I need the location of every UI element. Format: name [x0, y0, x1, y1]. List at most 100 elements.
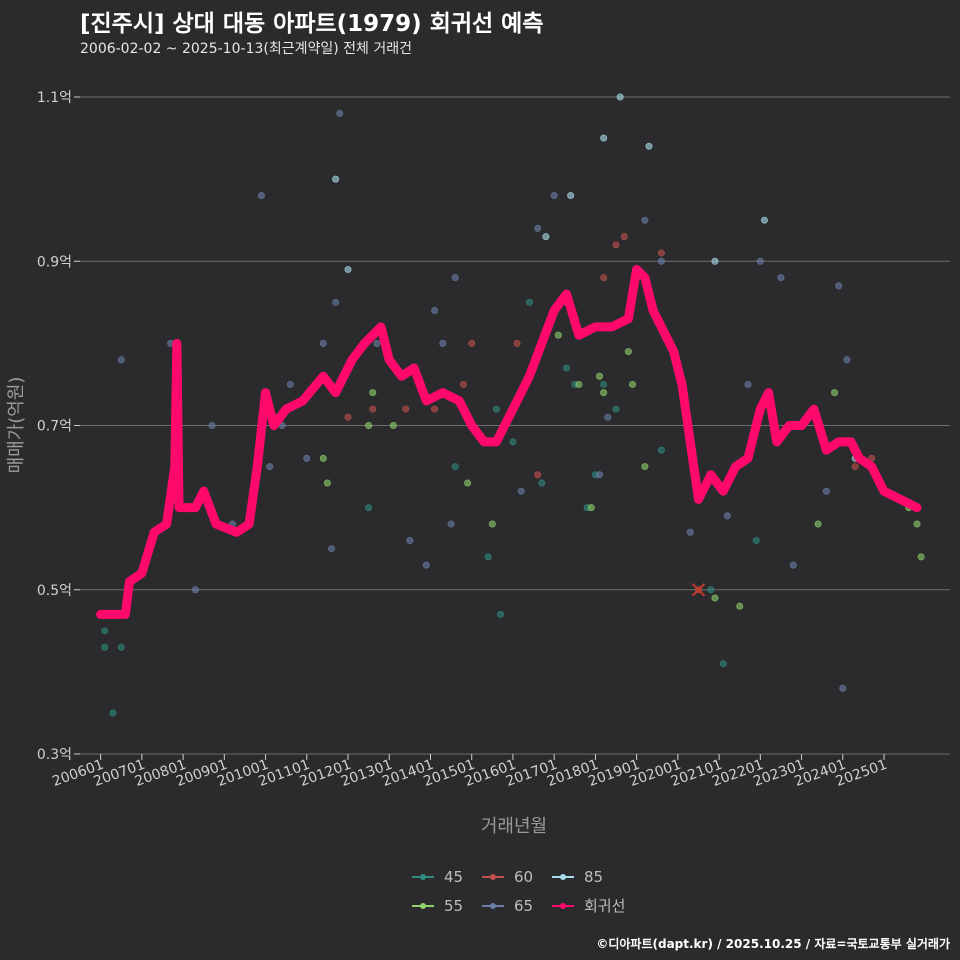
legend-swatch-dot	[490, 874, 496, 880]
chart-subtitle: 2006-02-02 ~ 2025-10-13(최근계약일) 전체 거래건	[80, 41, 412, 57]
data-point-65	[336, 109, 344, 117]
data-point-60	[620, 233, 628, 241]
data-point-65	[431, 307, 439, 315]
data-point-65	[191, 586, 199, 594]
data-point-55	[323, 479, 331, 487]
data-point-65	[303, 454, 311, 462]
x-axis-label: 거래년월	[481, 816, 547, 837]
data-point-60	[612, 241, 620, 249]
legend-swatch-dot	[490, 903, 496, 909]
data-point-65	[843, 356, 851, 364]
data-point-60	[600, 274, 608, 282]
legend-label: 85	[584, 868, 603, 886]
data-point-65	[835, 282, 843, 290]
data-point-55	[814, 520, 822, 528]
data-point-55	[488, 520, 496, 528]
y-tick-label: 0.5억	[37, 583, 72, 599]
data-point-85	[344, 265, 352, 273]
legend-item-85: 85	[552, 868, 603, 886]
legend-swatch-dot	[560, 903, 566, 909]
data-point-65	[686, 528, 694, 536]
x-marker-stroke	[691, 583, 706, 597]
y-tick-label: 0.9억	[37, 254, 72, 270]
data-point-45	[492, 405, 500, 413]
footer-credit: ©디아파트(dapt.kr) / 2025.10.25 / 자료=국토교통부 실…	[596, 937, 950, 951]
data-point-45	[365, 504, 373, 512]
grid-lines	[80, 96, 950, 755]
data-point-65	[439, 339, 447, 347]
data-point-60	[459, 380, 467, 388]
legend-item-45: 45	[412, 868, 463, 886]
y-tick-label: 1.1억	[37, 90, 72, 106]
data-point-65	[422, 561, 430, 569]
data-point-45	[509, 438, 517, 446]
data-point-55	[389, 421, 397, 429]
data-point-65	[657, 257, 665, 265]
data-point-65	[789, 561, 797, 569]
data-point-45	[101, 627, 109, 635]
data-point-60	[534, 471, 542, 479]
legend-swatch-dot	[420, 903, 426, 909]
data-point-45	[538, 479, 546, 487]
data-point-65	[604, 413, 612, 421]
legend-item-55: 55	[412, 897, 463, 915]
legend-label: 60	[514, 868, 533, 886]
data-point-55	[554, 331, 562, 339]
data-point-65	[744, 380, 752, 388]
data-point-45	[117, 643, 125, 651]
data-point-65	[777, 274, 785, 282]
legend-item-60: 60	[482, 868, 533, 886]
data-point-85	[600, 134, 608, 142]
data-point-45	[451, 463, 459, 471]
data-point-85	[760, 216, 768, 224]
data-point-55	[365, 421, 373, 429]
data-point-65	[208, 421, 216, 429]
data-point-45	[752, 536, 760, 544]
legend-item-65: 65	[482, 897, 533, 915]
data-point-45	[612, 405, 620, 413]
data-point-55	[641, 463, 649, 471]
data-point-55	[831, 389, 839, 397]
data-point-65	[332, 298, 340, 306]
data-point-65	[534, 224, 542, 232]
data-point-65	[451, 274, 459, 282]
data-point-65	[596, 471, 604, 479]
regression-line	[96, 265, 922, 619]
data-point-65	[328, 545, 336, 553]
data-point-65	[723, 512, 731, 520]
data-point-60	[468, 339, 476, 347]
y-axis-label: 매매가(억원)	[6, 377, 27, 474]
data-point-65	[641, 216, 649, 224]
data-point-55	[629, 380, 637, 388]
data-point-45	[600, 380, 608, 388]
chart-title: [진주시] 상대 대동 아파트(1979) 회귀선 예측	[80, 11, 544, 37]
x-axis: 2006012007012008012009012010012011012012…	[50, 754, 889, 790]
x-marker	[691, 583, 706, 597]
data-point-55	[917, 553, 925, 561]
data-point-60	[431, 405, 439, 413]
data-point-55	[464, 479, 472, 487]
data-point-85	[332, 175, 340, 183]
legend-label: 65	[514, 897, 533, 915]
legend-swatch-dot	[420, 874, 426, 880]
data-point-85	[616, 93, 624, 101]
data-point-65	[756, 257, 764, 265]
data-point-65	[117, 356, 125, 364]
data-point-45	[525, 298, 533, 306]
legend-item-회귀선: 회귀선	[552, 897, 625, 915]
data-point-60	[402, 405, 410, 413]
data-point-45	[563, 364, 571, 372]
y-tick-label: 0.7억	[37, 419, 72, 435]
data-point-55	[596, 372, 604, 380]
data-point-55	[913, 520, 921, 528]
annotations	[691, 583, 706, 597]
data-point-85	[567, 192, 575, 200]
data-point-65	[286, 380, 294, 388]
data-point-55	[711, 594, 719, 602]
data-point-65	[822, 487, 830, 495]
data-point-65	[373, 339, 381, 347]
y-axis: 0.3억 0.5억 0.7억 0.9억 1.1억	[37, 90, 80, 763]
data-point-65	[517, 487, 525, 495]
data-point-85	[711, 257, 719, 265]
